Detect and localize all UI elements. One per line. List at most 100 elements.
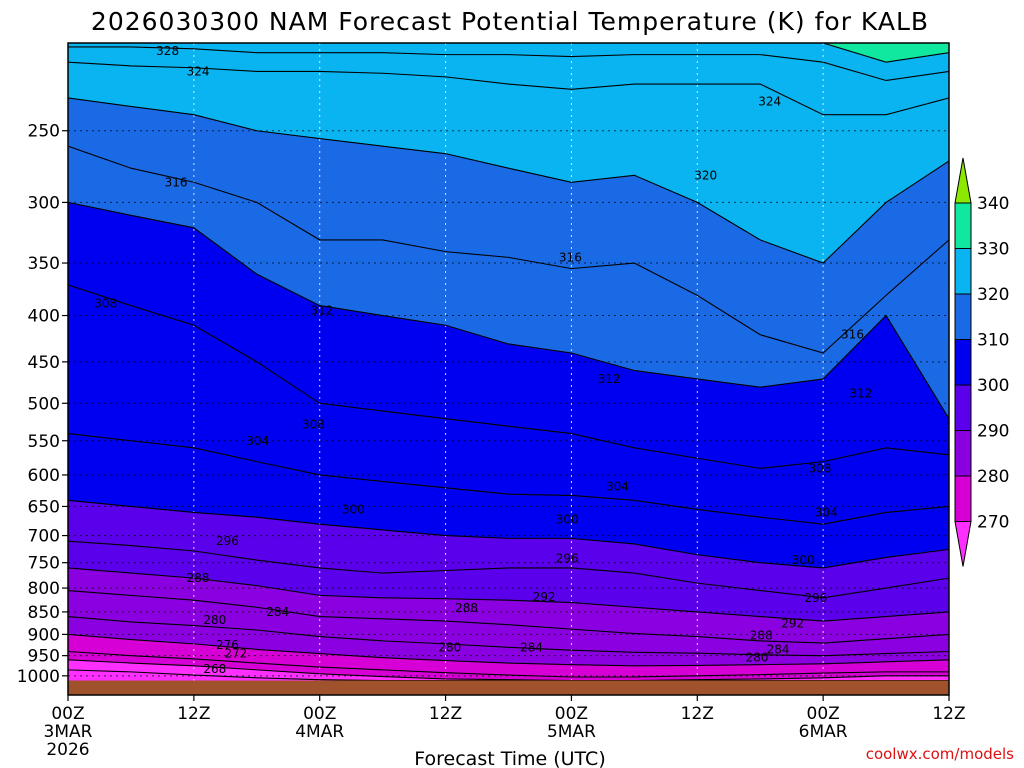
contour-label: 288	[750, 628, 773, 642]
isentrope-320	[68, 97, 949, 264]
contour-label: 308	[94, 297, 117, 311]
contour-label: 268	[203, 662, 226, 676]
y-tick-label: 400	[28, 307, 60, 327]
contour-labels: 328 324 324 320 316 316 316 308 312 312 312 308 308 3…	[94, 44, 872, 676]
contour-label: 316	[165, 175, 188, 189]
isentrope-272	[68, 659, 949, 682]
y-tick-label: 900	[28, 625, 60, 645]
contour-label: 288	[455, 601, 478, 615]
isentrope-312	[68, 201, 949, 419]
x-tick-label: 12Z	[429, 704, 462, 724]
contour-label: 328	[156, 44, 179, 58]
isentrope-328	[68, 46, 949, 82]
x-tick-label: 00Z	[51, 704, 84, 724]
isentrope-292	[68, 567, 949, 622]
y-tick-label: 700	[28, 527, 60, 547]
y-tick-label: 450	[28, 353, 60, 373]
y-tick-label: 350	[28, 254, 60, 274]
contour-label: 304	[606, 480, 629, 494]
isentrope-308	[68, 284, 949, 469]
y-axis: 2503003504004505005506006507007508008509…	[17, 122, 68, 687]
isentrope-276	[68, 650, 949, 678]
colorbar-segment	[954, 248, 972, 295]
isentrope-296	[68, 540, 949, 599]
colorbar-label: 330	[977, 240, 1009, 260]
contour-label: 300	[556, 513, 579, 527]
contour-label: 296	[804, 591, 827, 605]
filled-contours	[68, 43, 949, 695]
x-tick-label: 12Z	[932, 704, 965, 724]
contour-label: 312	[310, 304, 333, 318]
colorbar-label: 280	[977, 467, 1009, 487]
isentrope-304	[68, 432, 949, 525]
isentrope-300	[68, 499, 949, 569]
contour-label: 288	[187, 571, 210, 585]
contour-label: 296	[216, 534, 239, 548]
colorbar-label: 320	[977, 285, 1009, 305]
contour-label: 292	[781, 616, 804, 630]
x-tick-label: 12Z	[177, 704, 210, 724]
contour-label: 320	[694, 168, 717, 182]
isentrope-316	[68, 145, 949, 354]
contour-label: 280	[746, 651, 769, 665]
credit-text: coolwx.com/models	[866, 745, 1014, 763]
contour-label: 304	[815, 505, 838, 519]
contour-label: 300	[342, 502, 365, 516]
isentrope-280	[68, 633, 949, 667]
colorbar-segment	[954, 293, 972, 340]
colorbar-label: 310	[977, 331, 1009, 351]
x-axis-label: Forecast Time (UTC)	[414, 748, 605, 768]
colorbar-label: 270	[977, 513, 1009, 533]
contour-label: 300	[792, 553, 815, 567]
contour-label: 312	[849, 387, 872, 401]
y-tick-label: 850	[28, 603, 60, 623]
x-tick-label: 4MAR	[295, 722, 344, 742]
contour-label: 284	[520, 640, 543, 654]
contour-label: 312	[598, 372, 621, 386]
isentrope-288	[68, 589, 949, 644]
contour-label: 304	[246, 434, 269, 448]
x-tick-label: 2026	[46, 740, 89, 760]
contour-label: 280	[438, 640, 461, 654]
y-tick-label: 250	[28, 122, 60, 142]
contour-lines	[68, 43, 949, 682]
isentrope-284	[68, 615, 949, 657]
x-tick-label: 00Z	[807, 704, 840, 724]
colorbar-bottom-triangle	[954, 521, 972, 567]
grid-lines	[68, 43, 949, 695]
contour-label: 280	[203, 613, 226, 627]
x-tick-label: 6MAR	[799, 722, 848, 742]
colorbar-segment	[954, 384, 972, 431]
plot-area	[68, 43, 949, 695]
y-tick-label: 750	[28, 554, 60, 574]
contour-label: 308	[302, 418, 325, 432]
contour-label: 308	[809, 461, 832, 475]
colorbar-label: 290	[977, 422, 1009, 442]
y-tick-label: 500	[28, 394, 60, 414]
x-tick-label: 00Z	[555, 704, 588, 724]
contour-label: 324	[187, 64, 210, 78]
colorbar-segment	[954, 339, 972, 386]
y-tick-label: 300	[28, 193, 60, 213]
colorbar-segment	[954, 202, 972, 249]
contour-label: 284	[266, 605, 289, 619]
fill-band-324	[68, 43, 949, 115]
fill-band-320	[68, 43, 949, 264]
x-tick-label: 00Z	[303, 704, 336, 724]
x-tick-label: 5MAR	[547, 722, 596, 742]
contour-label: 324	[758, 94, 781, 108]
isentrope-268	[68, 669, 949, 682]
y-tick-label: 600	[28, 466, 60, 486]
y-tick-label: 800	[28, 579, 60, 599]
colorbar-segment	[954, 475, 972, 522]
colorbar-label: 300	[977, 376, 1009, 396]
plot-frame	[67, 42, 950, 696]
x-tick-label: 12Z	[681, 704, 714, 724]
contour-label: 276	[216, 638, 239, 652]
colorbar-top-triangle	[954, 157, 972, 204]
contour-label: 316	[841, 328, 864, 342]
ground-surface	[68, 680, 949, 695]
contour-label: 272	[224, 647, 247, 661]
